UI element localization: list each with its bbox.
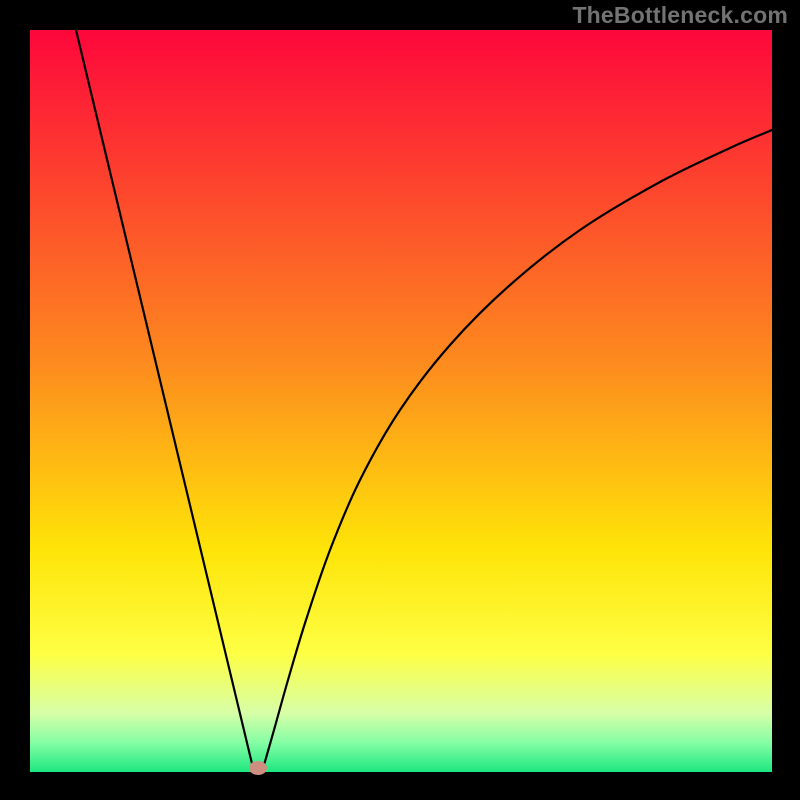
bottleneck-curve: [30, 30, 772, 772]
curve-right-branch: [262, 130, 772, 772]
optimal-point-marker: [249, 761, 267, 775]
curve-left-branch: [76, 30, 254, 772]
chart-frame: TheBottleneck.com: [0, 0, 800, 800]
watermark-text: TheBottleneck.com: [572, 2, 788, 29]
plot-area: [30, 30, 772, 772]
